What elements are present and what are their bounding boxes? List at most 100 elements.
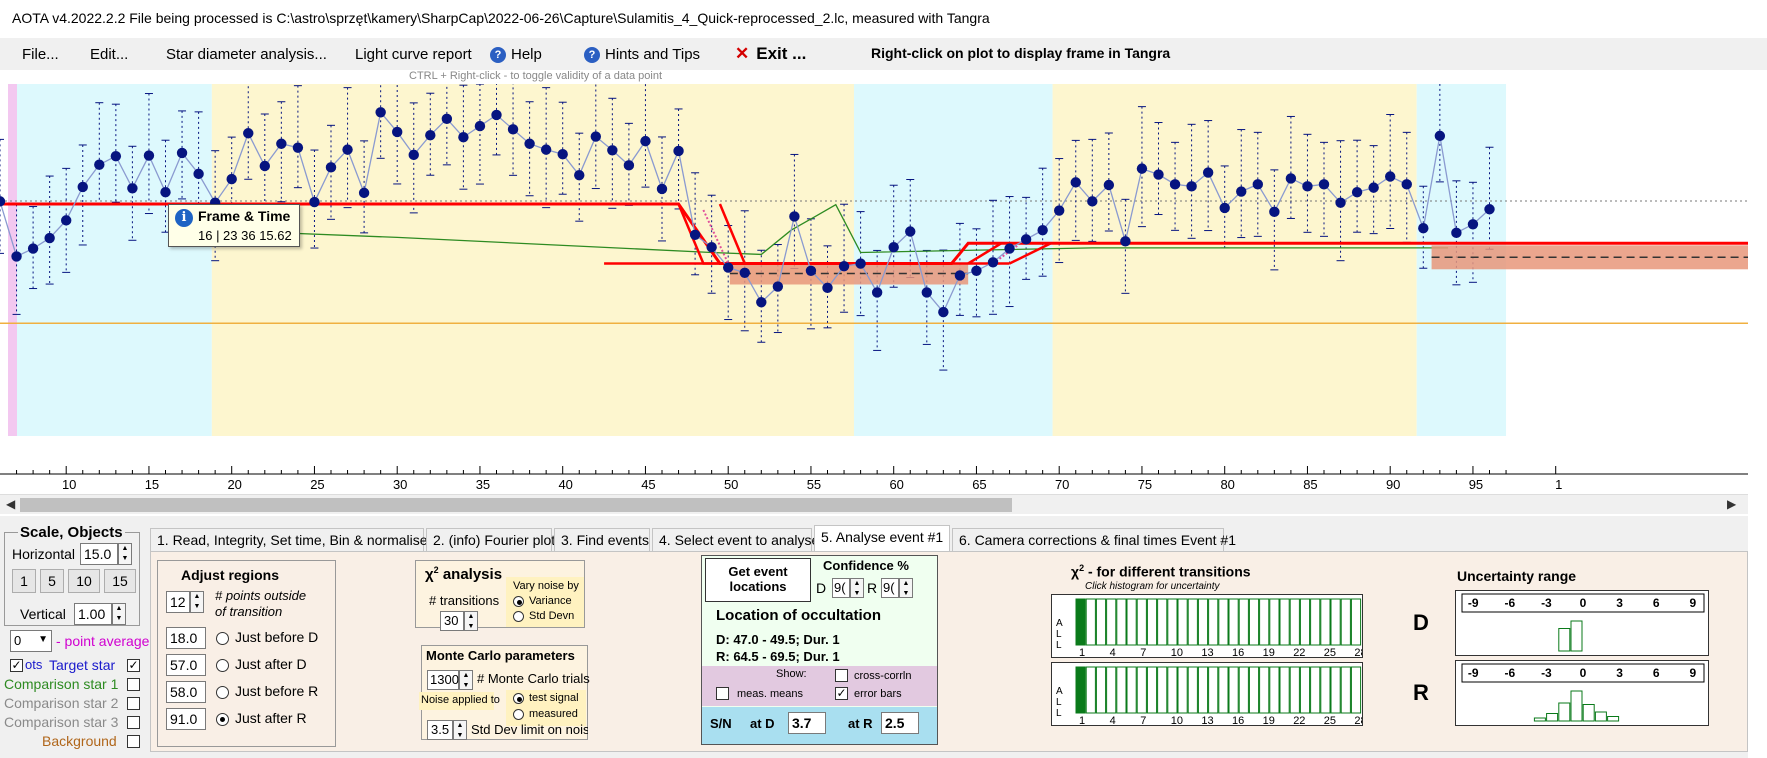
variance-radio[interactable]	[513, 596, 524, 607]
plot-target-checkbox[interactable]: ✓	[10, 658, 23, 672]
test-signal-radio[interactable]	[513, 693, 524, 704]
tab-read-integrity[interactable]: 1. Read, Integrity, Set time, Bin & norm…	[150, 528, 428, 552]
tab-strip: 1. Read, Integrity, Set time, Bin & norm…	[150, 525, 1748, 552]
just-after-d-input[interactable]: 57.0	[166, 654, 206, 676]
chi2-hist-subtitle: Click histogram for uncertainty	[1085, 581, 1220, 592]
cross-corrln-checkbox[interactable]	[835, 669, 848, 682]
uncertainty-axis-box	[1461, 593, 1705, 613]
exit-menu[interactable]: ✕ Exit ...	[735, 44, 806, 64]
tab-find-events[interactable]: 3. Find events	[554, 528, 650, 552]
data-point	[276, 138, 287, 149]
edit-menu[interactable]: Edit...	[90, 46, 129, 63]
star-diameter-menu[interactable]: Star diameter analysis...	[166, 46, 327, 63]
vertical-scale-input[interactable]: 1.00	[74, 603, 112, 625]
monte-carlo-trials-input[interactable]: 1300	[427, 670, 459, 690]
measured-radio[interactable]	[513, 709, 524, 720]
just-before-d-input[interactable]: 18.0	[166, 627, 206, 649]
scale-button-1[interactable]: 1	[12, 569, 36, 593]
data-point	[838, 261, 850, 272]
help-menu[interactable]: ? Help	[490, 46, 542, 63]
meas-means-checkbox[interactable]	[716, 687, 729, 700]
tab-camera-corrections[interactable]: 6. Camera corrections & final times Even…	[952, 528, 1236, 552]
just-after-r-input[interactable]: 91.0	[166, 708, 206, 730]
horizontal-scale-input[interactable]: 15.0	[80, 543, 118, 565]
data-point	[871, 287, 883, 298]
uncertainty-bar	[1546, 713, 1559, 722]
chi2-tick-label: 1	[1079, 647, 1085, 658]
comparison-star-3-checkbox[interactable]	[127, 716, 140, 729]
chi2-bar	[1157, 598, 1168, 646]
scale-button-15[interactable]: 15	[104, 569, 136, 593]
scroll-left-icon[interactable]: ◀	[6, 497, 16, 511]
just-after-r-label: Just after R	[235, 710, 307, 726]
chi2-histogram-r[interactable]: ALL147101316192225283	[1051, 662, 1363, 726]
meas-means-label: meas. means	[737, 688, 804, 700]
chi2-bar	[1289, 666, 1300, 714]
data-point	[292, 142, 304, 153]
monte-carlo-trials-spinner[interactable]: ▲ ▼	[459, 670, 473, 690]
uncertainty-histogram-d[interactable]: -9 -6 -3 0 3 6 9	[1455, 590, 1709, 656]
confidence-d-input[interactable]: 9(	[832, 578, 850, 598]
comparison-star-1-checkbox[interactable]	[127, 678, 140, 691]
chi2-bar	[1157, 666, 1168, 714]
scale-button-10[interactable]: 10	[68, 569, 100, 593]
tab-fourier-plot[interactable]: 2. (info) Fourier plot	[426, 528, 555, 552]
chi2-tick-label: 25	[1324, 715, 1336, 726]
std-devn-radio[interactable]	[513, 611, 524, 622]
uncertainty-bar	[1594, 711, 1607, 722]
background-checkbox[interactable]	[127, 735, 140, 748]
chi2-histogram-d[interactable]: ALL147101316192225283	[1051, 594, 1363, 658]
uncertainty-tick-label: -9	[1468, 666, 1479, 680]
light-curve-plot[interactable]: 10 15 20 25 30 35 40 45 50 55 60 65 70 75 80 85 90 95 1	[0, 84, 1748, 494]
chi2-bar	[1320, 666, 1331, 714]
uncertainty-histogram-r[interactable]: -9 -6 -3 0 3 6 9	[1455, 660, 1709, 726]
tab-select-event[interactable]: 4. Select event to analyse	[652, 528, 819, 552]
chi2-bar	[1248, 598, 1260, 646]
confidence-r-spinner[interactable]: ▲ ▼	[899, 578, 913, 598]
scale-button-5[interactable]: 5	[40, 569, 64, 593]
close-icon: ✕	[735, 44, 750, 63]
plot-scrollbar[interactable]: ◀ ▶	[0, 494, 1748, 514]
just-after-d-radio[interactable]	[216, 659, 229, 672]
error-bars-checkbox[interactable]: ✓	[835, 686, 848, 700]
chi2-bar	[1208, 598, 1219, 646]
point-average-select[interactable]: 0 ▼	[10, 630, 52, 652]
tab-analyse-event[interactable]: 5. Analyse event #1	[814, 525, 950, 552]
data-point	[375, 107, 386, 118]
chi2-bar	[1177, 598, 1188, 646]
chi2-tick-label: 10	[1171, 715, 1183, 726]
chi2-bar	[1218, 598, 1229, 646]
std-limit-spinner[interactable]: ▲ ▼	[453, 720, 467, 740]
scroll-thumb[interactable]	[20, 498, 1012, 512]
chi2-bar	[1126, 666, 1137, 714]
points-outside-spinner[interactable]: ▲ ▼	[190, 591, 204, 613]
hints-menu[interactable]: ? Hints and Tips	[584, 46, 700, 63]
data-point	[193, 168, 204, 180]
get-event-locations-button[interactable]: Get event locations	[705, 558, 811, 602]
transitions-spinner[interactable]: ▲ ▼	[464, 611, 478, 631]
points-outside-input[interactable]: 12	[166, 591, 190, 613]
data-point	[1236, 186, 1247, 197]
just-after-r-radio[interactable]	[216, 713, 229, 726]
uncertainty-bar	[1533, 717, 1546, 722]
chi2-bar	[1259, 598, 1270, 646]
comparison-star-2-checkbox[interactable]	[127, 697, 140, 710]
data-point	[1434, 130, 1446, 142]
chi2-bar	[1095, 598, 1107, 646]
menu-bar: File... Edit... Star diameter analysis..…	[0, 38, 1767, 70]
std-limit-input[interactable]: 3.5	[427, 720, 453, 740]
confidence-r-input[interactable]: 9(	[881, 578, 899, 598]
just-before-r-input[interactable]: 58.0	[166, 681, 206, 703]
transitions-input[interactable]: 30	[440, 611, 464, 631]
just-before-r-radio[interactable]	[216, 686, 229, 699]
horizontal-spinner[interactable]: ▲ ▼	[118, 543, 132, 565]
data-point	[954, 270, 966, 281]
file-menu[interactable]: File...	[22, 46, 59, 63]
confidence-d-spinner[interactable]: ▲ ▼	[850, 578, 864, 598]
just-before-d-radio[interactable]	[216, 632, 229, 645]
target-star-checkbox[interactable]: ✓	[127, 658, 140, 672]
scroll-right-icon[interactable]: ▶	[1727, 497, 1737, 511]
vertical-spinner[interactable]: ▲ ▼	[112, 603, 126, 625]
light-curve-report-menu[interactable]: Light curve report	[355, 46, 472, 63]
data-point	[756, 297, 767, 308]
